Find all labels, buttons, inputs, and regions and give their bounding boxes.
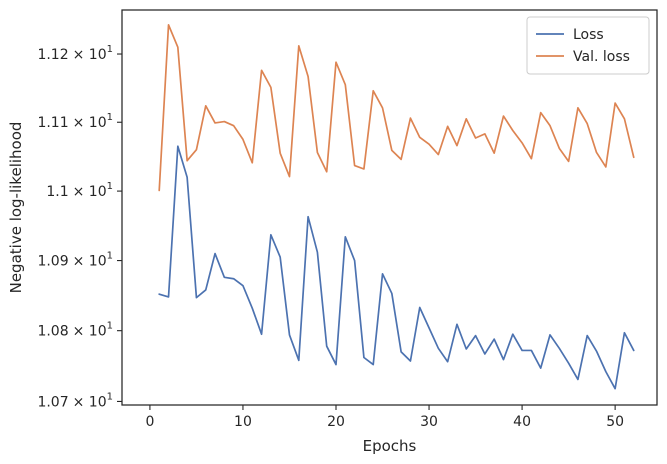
- y-tick-exponent: 1: [107, 181, 113, 192]
- series-line-loss: [158, 145, 635, 390]
- y-tick-exponent: 1: [107, 112, 113, 123]
- x-tick-label: 10: [234, 414, 252, 430]
- y-tick-base: × 10: [73, 324, 107, 340]
- y-tick-label: 1.08 × 101: [37, 321, 113, 340]
- x-tick-label: 50: [606, 414, 624, 430]
- y-tick-base: × 10: [73, 394, 107, 410]
- y-tick-exponent: 1: [107, 321, 113, 332]
- y-tick-label: 1.07 × 101: [37, 391, 113, 410]
- y-tick-base: × 10: [73, 115, 107, 131]
- y-tick-mantissa: 1.08: [37, 324, 68, 340]
- y-tick-label: 1.1 × 101: [46, 181, 113, 200]
- x-tick-label: 0: [145, 414, 154, 430]
- plot-frame: [121, 9, 658, 406]
- y-tick-exponent: 1: [107, 44, 113, 55]
- y-tick-mantissa: 1.11: [37, 115, 68, 131]
- y-tick-mantissa: 1.09: [37, 254, 68, 270]
- x-axis: 0 10 20 30 40 50: [145, 405, 624, 430]
- y-tick-base: × 10: [73, 254, 107, 270]
- y-tick-base: × 10: [73, 47, 107, 63]
- y-tick-mantissa: 1.12: [37, 47, 68, 63]
- legend-label: Loss: [573, 27, 604, 43]
- x-tick-label: 40: [513, 414, 531, 430]
- x-axis-label: Epochs: [363, 437, 417, 455]
- y-tick-label: 1.11 × 101: [37, 112, 113, 131]
- y-tick-mantissa: 1.1: [46, 184, 68, 200]
- y-axis-label: Negative log-likelihood: [7, 122, 25, 294]
- x-tick-label: 30: [420, 414, 438, 430]
- y-tick-base: × 10: [73, 184, 107, 200]
- series-line-val-loss: [158, 24, 635, 192]
- y-tick-label: 1.12 × 101: [37, 44, 113, 63]
- legend-box: [526, 16, 650, 75]
- legend-label: Val. loss: [573, 49, 630, 65]
- plot-marks: [158, 24, 635, 390]
- y-tick-label: 1.09 × 101: [37, 251, 113, 270]
- legend: Loss Val. loss: [526, 16, 650, 75]
- y-tick-exponent: 1: [107, 251, 113, 262]
- x-tick-label: 20: [327, 414, 345, 430]
- y-tick-mantissa: 1.07: [37, 394, 68, 410]
- y-tick-exponent: 1: [107, 391, 113, 402]
